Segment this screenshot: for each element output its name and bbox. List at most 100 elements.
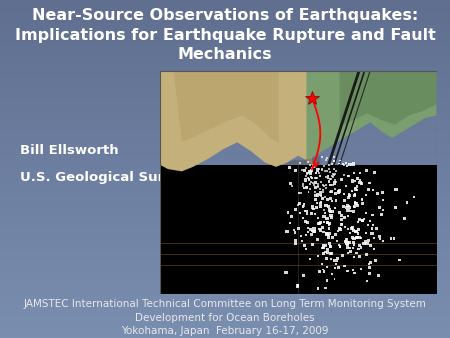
Point	[309, 242, 316, 247]
Point	[315, 253, 322, 259]
Point	[292, 167, 299, 173]
Point	[331, 177, 338, 183]
Point	[333, 179, 340, 185]
Point	[320, 164, 327, 169]
Point	[349, 235, 356, 240]
Point	[309, 204, 316, 210]
Point	[295, 226, 302, 231]
Point	[332, 187, 339, 192]
Point	[378, 212, 385, 218]
Point	[309, 176, 316, 181]
Point	[336, 188, 343, 194]
Point	[344, 208, 351, 213]
Point	[330, 172, 338, 177]
Point	[346, 193, 353, 198]
Point	[317, 186, 324, 192]
Point	[320, 219, 328, 224]
Point	[356, 243, 363, 248]
Point	[363, 168, 370, 173]
Point	[344, 245, 351, 250]
Point	[363, 252, 370, 257]
Point	[362, 239, 369, 244]
Point	[342, 237, 350, 242]
Point	[360, 241, 368, 246]
Point	[286, 220, 293, 226]
Point	[317, 228, 324, 234]
Point	[367, 243, 374, 248]
Point	[326, 207, 333, 213]
Point	[322, 249, 329, 255]
Point	[302, 246, 309, 251]
Point	[317, 174, 324, 179]
Point	[350, 204, 357, 210]
Point	[355, 246, 362, 251]
Point	[304, 220, 311, 225]
Point	[328, 173, 336, 178]
Point	[316, 268, 323, 274]
Point	[325, 222, 333, 227]
Point	[315, 215, 322, 220]
Point	[299, 184, 306, 189]
Point	[363, 279, 370, 284]
Point	[305, 230, 312, 235]
Point	[369, 223, 377, 228]
Point	[346, 248, 354, 254]
Point	[308, 179, 315, 185]
Point	[356, 217, 363, 222]
Point	[354, 202, 361, 208]
Point	[310, 226, 317, 232]
Point	[320, 267, 327, 272]
Point	[312, 171, 319, 176]
Point	[328, 162, 336, 167]
Point	[329, 182, 336, 188]
Point	[354, 176, 361, 181]
Point	[359, 197, 366, 202]
Point	[358, 181, 365, 186]
Point	[379, 190, 386, 195]
Point	[319, 225, 326, 231]
Polygon shape	[174, 71, 279, 142]
Point	[371, 170, 378, 175]
Point	[314, 286, 321, 291]
Point	[318, 261, 325, 266]
Point	[345, 214, 352, 219]
Point	[317, 204, 324, 209]
Point	[294, 283, 301, 289]
Point	[343, 240, 350, 245]
Point	[324, 219, 332, 225]
Point	[306, 169, 314, 174]
Point	[296, 200, 303, 206]
Point	[303, 185, 310, 190]
Point	[306, 170, 313, 175]
Point	[320, 187, 327, 192]
Point	[387, 236, 395, 241]
Point	[379, 207, 387, 213]
Point	[354, 235, 361, 240]
Point	[317, 219, 324, 225]
Point	[284, 229, 291, 234]
Point	[363, 211, 370, 216]
Point	[341, 192, 348, 197]
Point	[357, 245, 364, 250]
Point	[321, 194, 328, 199]
Point	[356, 179, 364, 185]
Point	[368, 225, 375, 231]
Point	[292, 207, 299, 212]
Point	[350, 240, 357, 245]
Point	[369, 212, 376, 218]
Point	[367, 260, 374, 265]
Point	[307, 162, 314, 168]
Point	[350, 235, 357, 240]
Point	[320, 214, 328, 219]
Point	[351, 187, 359, 192]
Point	[306, 182, 313, 187]
Point	[314, 184, 321, 189]
Point	[329, 174, 336, 179]
Point	[323, 230, 330, 236]
Point	[337, 226, 344, 232]
Point	[326, 169, 333, 175]
Point	[364, 238, 372, 243]
Point	[331, 180, 338, 186]
Point	[331, 206, 338, 211]
Point	[336, 158, 343, 163]
